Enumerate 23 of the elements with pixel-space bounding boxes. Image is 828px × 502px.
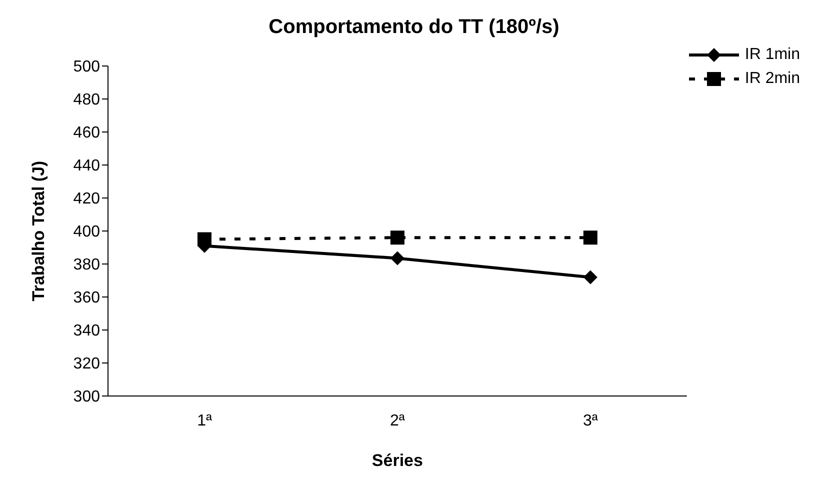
legend-label: IR 1min — [744, 46, 800, 64]
point — [583, 270, 598, 284]
x-tick-label: 2ª — [390, 412, 405, 430]
point — [390, 251, 404, 266]
y-tick-label: 380 — [73, 256, 100, 274]
point — [583, 230, 598, 245]
y-tick-label: 420 — [73, 190, 100, 208]
x-axis-title: Séries — [372, 451, 423, 470]
x-tick-label: 3ª — [582, 412, 598, 430]
y-axis-title: Trabalho Total (J) — [29, 160, 48, 302]
x-tick-label: 1ª — [197, 412, 212, 430]
y-tick-label: 440 — [73, 158, 100, 175]
point — [390, 230, 404, 245]
y-tick-label: 340 — [73, 322, 100, 340]
y-tick-label: 300 — [73, 388, 100, 406]
y-tick-label: 320 — [73, 356, 100, 373]
y-tick-label: 400 — [73, 224, 100, 241]
chart-title: Comportamento do TT (180º/s) — [268, 16, 560, 40]
y-tick-label: 500 — [73, 58, 100, 76]
y-tick-label: 460 — [73, 124, 100, 142]
y-tick-label: 360 — [73, 290, 100, 307]
y-tick-label: 480 — [73, 92, 100, 109]
legend-label: IR 2min — [744, 70, 800, 88]
